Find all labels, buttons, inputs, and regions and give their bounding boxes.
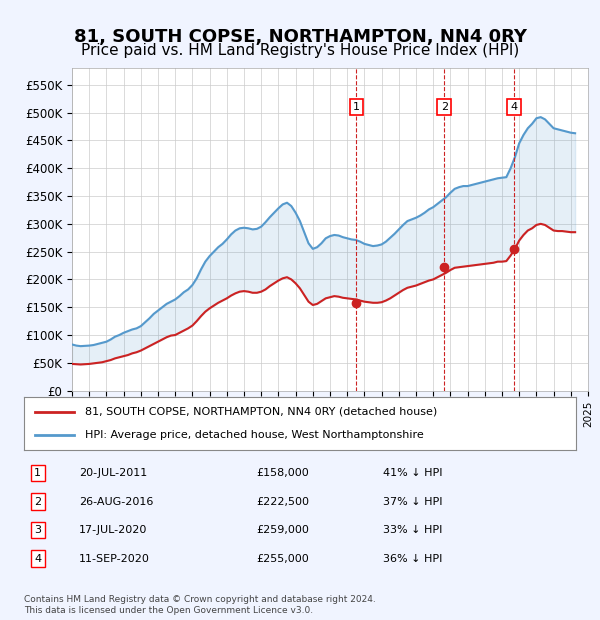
Text: 36% ↓ HPI: 36% ↓ HPI	[383, 554, 442, 564]
Text: 81, SOUTH COPSE, NORTHAMPTON, NN4 0RY (detached house): 81, SOUTH COPSE, NORTHAMPTON, NN4 0RY (d…	[85, 407, 437, 417]
Text: £255,000: £255,000	[256, 554, 308, 564]
Text: 2: 2	[441, 102, 448, 112]
Text: £158,000: £158,000	[256, 468, 308, 478]
Text: £222,500: £222,500	[256, 497, 309, 507]
Text: 17-JUL-2020: 17-JUL-2020	[79, 525, 148, 535]
Text: 4: 4	[511, 102, 518, 112]
Text: Contains HM Land Registry data © Crown copyright and database right 2024.
This d: Contains HM Land Registry data © Crown c…	[24, 595, 376, 614]
Text: 11-SEP-2020: 11-SEP-2020	[79, 554, 150, 564]
Text: £259,000: £259,000	[256, 525, 309, 535]
Text: 1: 1	[353, 102, 360, 112]
Text: 33% ↓ HPI: 33% ↓ HPI	[383, 525, 442, 535]
Text: 37% ↓ HPI: 37% ↓ HPI	[383, 497, 442, 507]
Text: 81, SOUTH COPSE, NORTHAMPTON, NN4 0RY: 81, SOUTH COPSE, NORTHAMPTON, NN4 0RY	[74, 28, 527, 46]
Text: HPI: Average price, detached house, West Northamptonshire: HPI: Average price, detached house, West…	[85, 430, 424, 440]
Text: 4: 4	[34, 554, 41, 564]
Text: 20-JUL-2011: 20-JUL-2011	[79, 468, 148, 478]
Text: 1: 1	[34, 468, 41, 478]
Text: 2: 2	[34, 497, 41, 507]
Text: Price paid vs. HM Land Registry's House Price Index (HPI): Price paid vs. HM Land Registry's House …	[81, 43, 519, 58]
Text: 41% ↓ HPI: 41% ↓ HPI	[383, 468, 442, 478]
Text: 26-AUG-2016: 26-AUG-2016	[79, 497, 154, 507]
Text: 3: 3	[34, 525, 41, 535]
